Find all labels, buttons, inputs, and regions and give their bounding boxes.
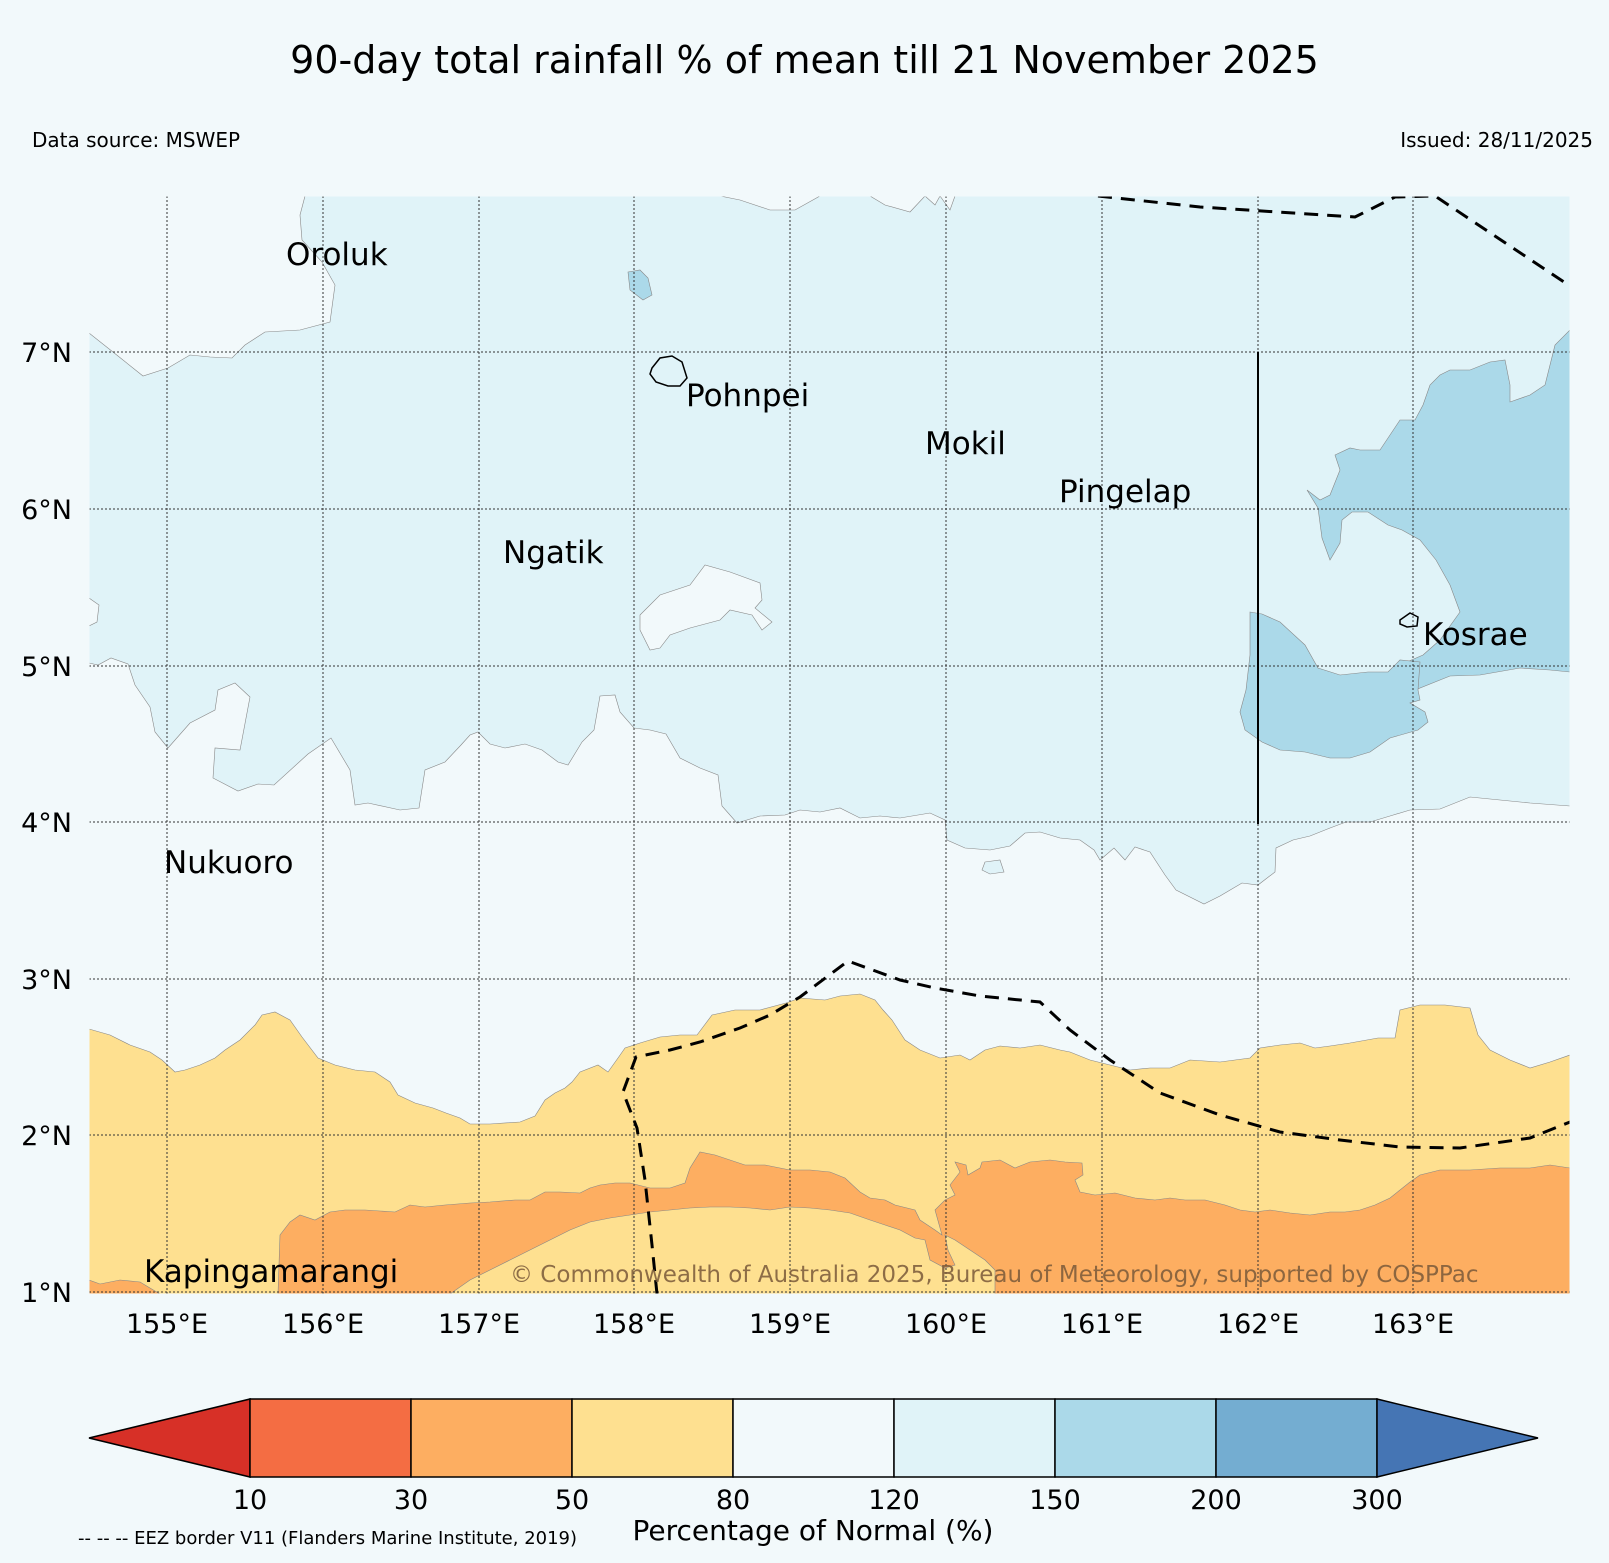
place-mokil: Mokil	[925, 426, 1006, 462]
lat-label: 3°N	[21, 965, 72, 996]
place-nukuoro: Nukuoro	[164, 845, 293, 881]
region-150-200-kosrae-south	[1239, 611, 1429, 759]
lon-label: 159°E	[749, 1309, 831, 1340]
colorbar-segment	[893, 1398, 1056, 1478]
lon-label: 156°E	[282, 1309, 364, 1340]
grid-lines	[89, 196, 1570, 1294]
colorbar-ticks: 10 30 50 80 120 150 200 300	[233, 1485, 1403, 1516]
pohnpei-island	[649, 355, 688, 387]
lat-label: 2°N	[21, 1121, 72, 1152]
copyright-notice: © Commonwealth of Australia 2025, Bureau…	[510, 1262, 1479, 1288]
lon-labels: 155°E 156°E 157°E 158°E 159°E 160°E 161°…	[126, 1309, 1454, 1340]
colorbar-tick: 150	[1029, 1485, 1081, 1516]
colorbar-extend-high	[1376, 1398, 1539, 1478]
eez-border	[621, 196, 1570, 1294]
colorbar-segment	[732, 1398, 895, 1478]
lon-label: 161°E	[1061, 1309, 1143, 1340]
eez-note: -- -- -- EEZ border V11 (Flanders Marine…	[78, 1528, 577, 1549]
colorbar-tick: 50	[555, 1485, 589, 1516]
colorbar-tick: 300	[1351, 1485, 1403, 1516]
rainfall-map	[89, 196, 1570, 1294]
region-120-150-north	[89, 196, 1570, 905]
kosrae-island	[1399, 612, 1419, 628]
colorbar	[88, 1398, 1539, 1478]
lon-label: 163°E	[1372, 1309, 1454, 1340]
colorbar-tick: 80	[716, 1485, 750, 1516]
place-pohnpei: Pohnpei	[686, 378, 809, 414]
map-frame	[88, 195, 1571, 1295]
place-ngatik: Ngatik	[503, 535, 604, 571]
lon-label: 160°E	[905, 1309, 987, 1340]
lat-label: 4°N	[21, 808, 72, 839]
colorbar-tick: 10	[233, 1485, 267, 1516]
colorbar-tick: 200	[1190, 1485, 1242, 1516]
region-80-120-hole-ngatik	[639, 564, 773, 651]
colorbar-tick: 120	[868, 1485, 920, 1516]
region-30-50-corner	[89, 1279, 161, 1294]
issued-date: Issued: 28/11/2025	[1400, 128, 1593, 152]
colorbar-segment	[1215, 1398, 1378, 1478]
lat-label: 7°N	[21, 338, 72, 369]
colorbar-segment	[1054, 1398, 1217, 1478]
lat-label: 1°N	[21, 1278, 72, 1309]
lat-label: 6°N	[21, 495, 72, 526]
place-kapingamarangi: Kapingamarangi	[144, 1254, 398, 1290]
blob-120-150-small	[981, 859, 1005, 875]
place-kosrae: Kosrae	[1423, 617, 1528, 653]
lat-labels: 7°N 6°N 5°N 4°N 3°N 2°N 1°N	[21, 338, 72, 1309]
lat-label: 5°N	[21, 652, 72, 683]
colorbar-segment	[249, 1398, 412, 1478]
lon-label: 155°E	[126, 1309, 208, 1340]
region-30-50	[277, 1151, 1570, 1294]
place-pingelap: Pingelap	[1059, 474, 1191, 510]
colorbar-segment	[410, 1398, 573, 1478]
map-title: 90-day total rainfall % of mean till 21 …	[290, 38, 1319, 82]
colorbar-title: Percentage of Normal (%)	[633, 1514, 994, 1547]
lon-label: 157°E	[438, 1309, 520, 1340]
colorbar-extend-low	[88, 1398, 251, 1478]
colorbar-segment	[571, 1398, 734, 1478]
place-labels: Oroluk Pohnpei Mokil Pingelap Ngatik Kos…	[144, 237, 1528, 1290]
lon-label: 162°E	[1217, 1309, 1299, 1340]
place-oroluk: Oroluk	[286, 237, 388, 273]
data-source: Data source: MSWEP	[32, 128, 241, 152]
colorbar-tick: 30	[394, 1485, 428, 1516]
lon-label: 158°E	[593, 1309, 675, 1340]
